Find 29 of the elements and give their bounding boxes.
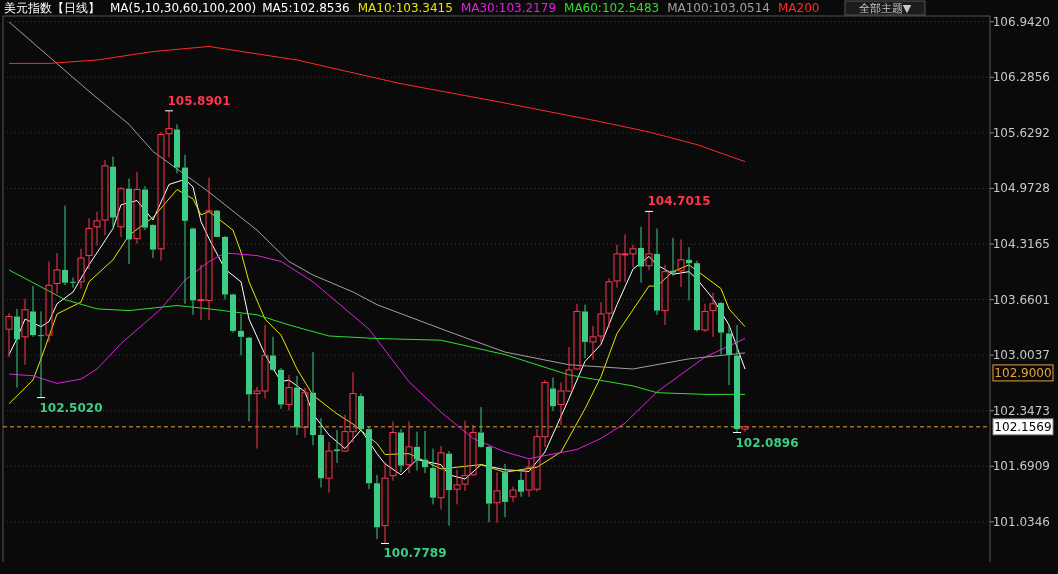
- y-tick-label: 103.0037: [992, 348, 1050, 363]
- annotation: 105.8901: [167, 93, 231, 108]
- y-tick-label: 104.9728: [992, 181, 1050, 196]
- line-series: [8, 269, 746, 395]
- text: MA5:102.8536: [262, 1, 350, 15]
- annotation: 102.5020: [39, 400, 103, 415]
- chart-subtitle: MA(5,10,30,60,100,200): [110, 1, 257, 15]
- y-tick-label: 106.2856: [992, 70, 1050, 85]
- text: 全部主题▼: [858, 2, 912, 15]
- text: MA100:103.0514: [667, 1, 770, 15]
- y-tick-label: 104.3165: [992, 237, 1050, 252]
- y-tick-label: 102.3473: [992, 403, 1050, 418]
- line-series: [8, 21, 746, 370]
- y-tick-label: 105.6292: [992, 125, 1050, 140]
- ref-line-label: 102.1569: [994, 419, 1052, 434]
- annotation: 104.7015: [647, 194, 711, 209]
- y-tick-label: 106.9420: [992, 14, 1050, 29]
- text: 102.9000: [994, 365, 1052, 380]
- chart-title: 美元指数【日线】: [4, 1, 100, 15]
- y-tick-label: 103.6601: [992, 292, 1050, 307]
- text: MA30:103.2179: [460, 1, 557, 15]
- y-tick-label: 101.0346: [992, 514, 1050, 529]
- text: MA200: [777, 1, 820, 15]
- text: MA60:102.5483: [564, 1, 660, 15]
- annotation: 102.0896: [735, 435, 799, 450]
- text: MA10:103.3415: [357, 1, 453, 15]
- y-tick-label: 101.6909: [992, 459, 1050, 474]
- line-series: [8, 45, 746, 163]
- annotation: 100.7789: [383, 546, 447, 561]
